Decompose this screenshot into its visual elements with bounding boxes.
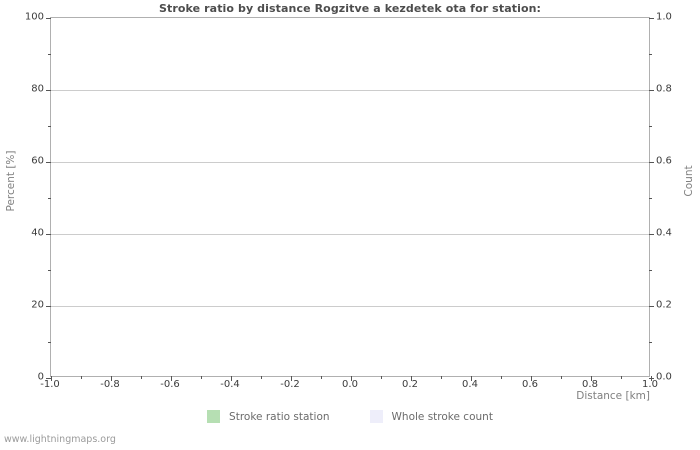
x-axis-tick-label: 0.6 [522, 379, 538, 390]
y-axis-right-tick-label: 0.6 [656, 155, 672, 167]
y-axis-left-minor-tick [48, 342, 51, 343]
y-axis-left-tick [46, 378, 51, 379]
x-axis-tick-label: -1.0 [40, 379, 60, 390]
y-axis-right-tick-label: 0.8 [656, 83, 672, 95]
y-axis-left-tick-label: 20 [31, 299, 44, 311]
x-axis-minor-tick [201, 376, 202, 379]
x-axis-tick [531, 376, 532, 381]
x-axis-minor-tick [441, 376, 442, 379]
gridline [51, 90, 649, 91]
chart-title: Stroke ratio by distance Rogzitve a kezd… [158, 2, 542, 15]
legend-entry[interactable]: Stroke ratio station [207, 410, 330, 423]
y-axis-right-tick-label: 0.2 [656, 299, 672, 311]
y-axis-right-tick-label: 1.0 [656, 11, 672, 23]
x-axis-minor-tick [141, 376, 142, 379]
watermark-link[interactable]: www.lightningmaps.org [4, 434, 116, 445]
y-axis-left-tick-label: 100 [24, 11, 44, 23]
x-axis-tick [111, 376, 112, 381]
y-axis-right-tick [649, 234, 654, 235]
x-axis-tick-label: -0.4 [220, 379, 240, 390]
y-axis-left-minor-tick [48, 54, 51, 55]
x-axis-minor-tick [381, 376, 382, 379]
x-axis-minor-tick [501, 376, 502, 379]
y-axis-left-tick-label: 60 [31, 155, 44, 167]
y-axis-right-minor-tick [649, 198, 652, 199]
y-axis-left-tick [46, 18, 51, 19]
gridline [51, 306, 649, 307]
y-axis-left-tick [46, 90, 51, 91]
y-axis-right-tick-label: 0.0 [656, 371, 672, 383]
legend-swatch [207, 410, 221, 423]
legend-swatch [369, 410, 383, 423]
gridline [51, 234, 649, 235]
x-axis-minor-tick [321, 376, 322, 379]
y-axis-left-minor-tick [48, 198, 51, 199]
x-axis-tick [651, 376, 652, 381]
y-axis-left-tick-label: 0 [37, 371, 44, 383]
y-axis-left-minor-tick [48, 270, 51, 271]
x-axis-tick-label: 0.8 [582, 379, 598, 390]
gridline [51, 162, 649, 163]
x-axis-minor-tick [561, 376, 562, 379]
y-axis-right-tick [649, 306, 654, 307]
y-axis-left-tick [46, 306, 51, 307]
y-axis-right-tick [649, 162, 654, 163]
y-axis-left-tick-labels: 0 20 40 60 80 100 [0, 12, 44, 383]
y-axis-left-title: Percent [%] [5, 150, 17, 212]
x-axis-tick-label: 0.0 [342, 379, 358, 390]
gridlines [51, 18, 649, 376]
y-axis-right-tick [649, 90, 654, 91]
y-axis-left-tick-label: 40 [31, 227, 44, 239]
legend-label: Whole stroke count [391, 410, 493, 423]
x-axis-tick-label: -0.8 [100, 379, 120, 390]
x-axis-minor-tick [261, 376, 262, 379]
x-axis-tick [231, 376, 232, 381]
y-axis-right-minor-tick [649, 54, 652, 55]
x-axis-tick [291, 376, 292, 381]
x-axis-tick-labels: -1.0 -0.8 -0.6 -0.4 -0.2 0.0 0.2 0.4 0.6 0.8 1.0 [40, 379, 658, 393]
x-axis-title: Distance [km] [576, 390, 650, 402]
x-axis-tick-label: -0.6 [160, 379, 180, 390]
x-axis-tick [471, 376, 472, 381]
x-axis-tick [411, 376, 412, 381]
x-axis-tick [351, 376, 352, 381]
x-axis-tick-label: -0.2 [280, 379, 300, 390]
chart-legend: Stroke ratio station Whole stroke count [0, 410, 700, 423]
x-axis-tick-label: 0.2 [402, 379, 418, 390]
y-axis-right-minor-tick [649, 270, 652, 271]
plot-area [46, 17, 654, 381]
y-axis-right-tick [649, 18, 654, 19]
x-axis-tick-label: 1.0 [642, 379, 658, 390]
x-axis-minor-tick [81, 376, 82, 379]
y-axis-right-tick-label: 0.4 [656, 227, 672, 239]
y-axis-right-minor-tick [649, 342, 652, 343]
x-axis-tick-label: 0.4 [462, 379, 478, 390]
y-axis-left-tick [46, 162, 51, 163]
x-axis-minor-tick [621, 376, 622, 379]
x-axis-tick [51, 376, 52, 381]
y-axis-right-tick-labels: 0.0 0.2 0.4 0.6 0.8 1.0 [656, 12, 700, 383]
y-axis-left-minor-tick [48, 126, 51, 127]
legend-label: Stroke ratio station [229, 410, 330, 423]
x-axis-tick [171, 376, 172, 381]
x-axis-tick [591, 376, 592, 381]
y-axis-left-tick-label: 80 [31, 83, 44, 95]
y-axis-left-tick [46, 234, 51, 235]
y-axis-right-title: Count [683, 165, 695, 197]
legend-entry[interactable]: Whole stroke count [369, 410, 493, 423]
y-axis-right-minor-tick [649, 126, 652, 127]
